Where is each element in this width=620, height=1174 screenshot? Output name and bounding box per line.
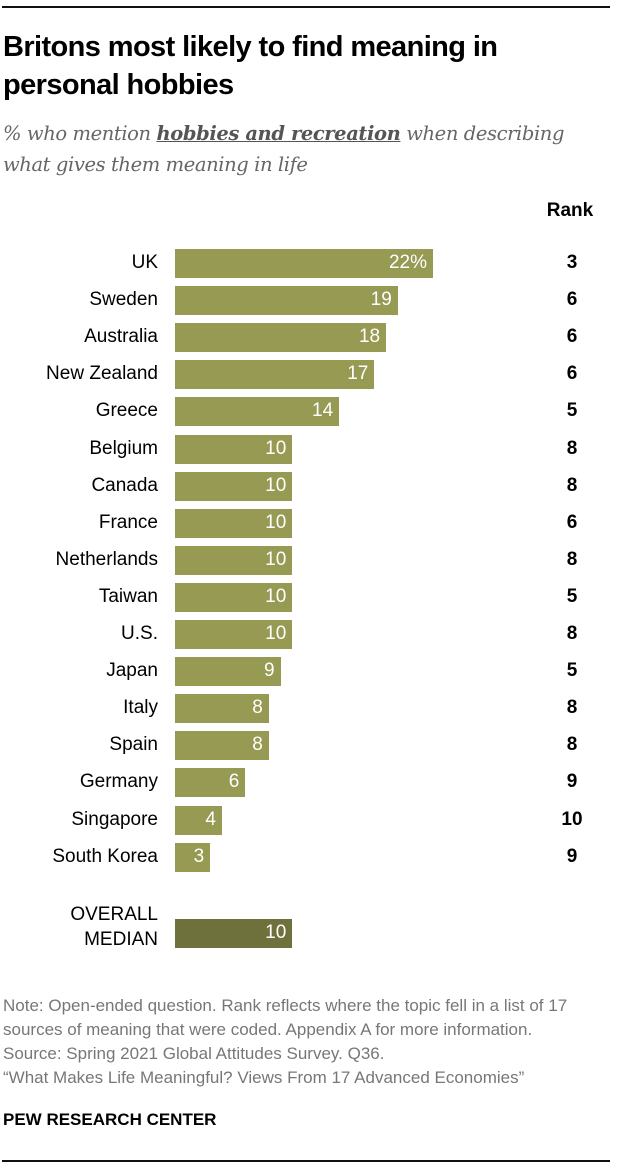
bar: 17	[175, 360, 375, 390]
value-label: 19	[370, 289, 392, 311]
bar: 9	[175, 657, 281, 687]
category-label: Canada	[91, 474, 158, 496]
bar: 10	[175, 471, 293, 501]
value-label: 8	[252, 697, 263, 719]
bar: 14	[175, 397, 340, 427]
bar: 10	[175, 620, 293, 649]
category-label: U.S.	[121, 623, 158, 644]
median-label: OVERALL MEDIAN	[70, 902, 158, 952]
chart-title: Britons most likely to find meaning in p…	[3, 31, 498, 101]
bar: 3	[175, 842, 211, 872]
rank-value: 8	[566, 623, 578, 644]
category-label: New Zealand	[46, 363, 158, 385]
value-label: 6	[228, 771, 240, 793]
value-label: 10	[265, 474, 287, 496]
rank-value: 3	[566, 252, 578, 273]
rank-value: 5	[566, 400, 578, 422]
value-label: 18	[358, 326, 381, 348]
value-label: 14	[312, 400, 334, 422]
category-label: Singapore	[71, 808, 158, 830]
median-label-line2: MEDIAN	[84, 929, 158, 950]
rank-value: 5	[566, 585, 578, 607]
category-label: Australia	[84, 326, 158, 348]
category-label: UK	[131, 252, 158, 273]
rank-value: 8	[566, 548, 578, 570]
value-label: 3	[193, 845, 205, 867]
median-bar: 10	[175, 919, 293, 948]
category-label: France	[98, 511, 158, 533]
rank-value: 8	[566, 697, 578, 719]
rank-value: 6	[566, 289, 578, 311]
top-rule	[2, 6, 610, 8]
category-label: Belgium	[89, 437, 158, 459]
rank-header: Rank	[546, 200, 594, 221]
value-label: 10	[265, 511, 287, 533]
category-label: Spain	[109, 734, 158, 756]
bar: 19	[175, 286, 398, 316]
bar: 10	[175, 434, 293, 464]
category-label: Japan	[106, 660, 158, 682]
subtitle-emphasis: hobbies and recreation	[156, 122, 401, 145]
category-label: Italy	[123, 697, 158, 719]
category-label: Sweden	[89, 289, 158, 311]
bar: 18	[175, 323, 387, 353]
category-label: Germany	[79, 771, 158, 793]
rank-value: 5	[566, 660, 578, 682]
note-text: Note: Open-ended question. Rank reflects…	[3, 996, 568, 1039]
rank-value: 6	[566, 511, 578, 533]
value-label: 9	[263, 660, 275, 682]
category-label: South Korea	[52, 845, 158, 867]
value-label: 10	[265, 585, 287, 607]
rank-value: 6	[566, 363, 578, 385]
category-label: Netherlands	[55, 548, 158, 570]
bar: 8	[175, 731, 269, 761]
value-label: 10	[265, 437, 287, 459]
value-label: 8	[252, 734, 263, 756]
value-label: 10	[265, 623, 287, 644]
notes: Note: Open-ended question. Rank reflects…	[3, 994, 613, 1090]
rank-value: 9	[566, 771, 578, 793]
subtitle-post: when describing what gives them meaning …	[3, 122, 565, 176]
source-text: Source: Spring 2021 Global Attitudes Sur…	[3, 1044, 385, 1063]
bar: 10	[175, 582, 293, 612]
bar: 10	[175, 508, 293, 538]
rank-value: 8	[566, 437, 578, 459]
chart-subtitle: % who mention hobbies and recreation whe…	[3, 118, 603, 180]
rank-value: 10	[561, 808, 583, 830]
subtitle-pre: % who mention	[3, 122, 157, 145]
value-label: 10	[265, 548, 287, 570]
category-label: Greece	[95, 400, 158, 422]
bottom-rule	[2, 1160, 610, 1162]
report-title: “What Makes Life Meaningful? Views From …	[3, 1068, 525, 1087]
value-label: 22%	[388, 252, 427, 273]
rank-value: 8	[566, 474, 578, 496]
category-label: Taiwan	[98, 585, 158, 607]
median-value-label: 10	[265, 922, 287, 943]
bar: 6	[175, 768, 246, 798]
bar: 10	[175, 545, 293, 575]
rank-value: 9	[566, 845, 578, 867]
bar: 22%	[175, 249, 433, 278]
value-label: 4	[205, 808, 216, 830]
bar: 4	[175, 805, 222, 835]
value-label: 17	[347, 363, 369, 385]
rank-value: 6	[566, 326, 578, 348]
median-label-line1: OVERALL	[70, 904, 158, 925]
rank-value: 8	[566, 734, 578, 756]
pew-logo-text: PEW RESEARCH CENTER	[3, 1110, 217, 1129]
bar: 8	[175, 694, 269, 724]
